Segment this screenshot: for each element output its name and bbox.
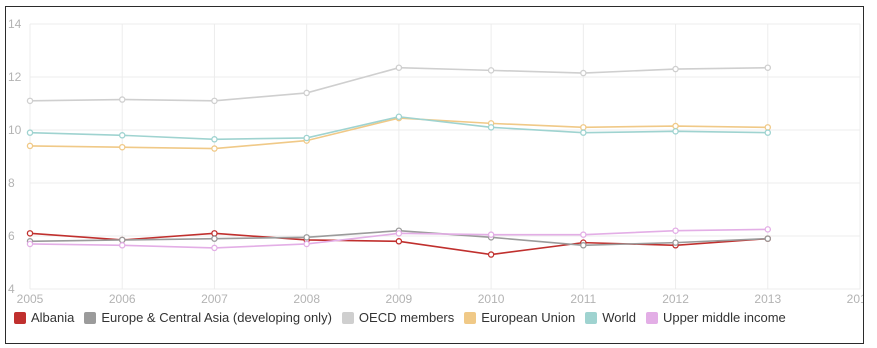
data-point[interactable] xyxy=(580,242,587,249)
y-tick-label: 8 xyxy=(8,176,15,190)
data-point[interactable] xyxy=(395,113,403,121)
data-point[interactable] xyxy=(26,142,34,150)
data-point[interactable] xyxy=(118,132,126,139)
y-tick-label: 10 xyxy=(8,123,22,137)
data-point[interactable] xyxy=(764,226,772,233)
data-point[interactable] xyxy=(672,128,679,135)
legend-swatch xyxy=(341,312,354,324)
x-tick-label: 2007 xyxy=(201,292,228,306)
data-point[interactable] xyxy=(211,235,218,242)
data-point[interactable] xyxy=(487,67,495,74)
data-point[interactable] xyxy=(303,134,310,142)
data-point[interactable] xyxy=(764,64,772,71)
data-point[interactable] xyxy=(26,230,34,237)
legend-swatch xyxy=(464,312,477,324)
data-point[interactable] xyxy=(764,129,772,136)
data-point[interactable] xyxy=(764,235,772,242)
x-tick-label: 2006 xyxy=(109,292,136,306)
legend-swatch xyxy=(14,312,26,324)
legend-item[interactable]: Upper middle income xyxy=(645,310,786,326)
y-tick-label: 6 xyxy=(8,229,15,243)
data-point[interactable] xyxy=(580,124,587,131)
data-point[interactable] xyxy=(672,122,679,130)
data-point[interactable] xyxy=(487,251,495,258)
data-point[interactable] xyxy=(211,244,218,252)
chart-frame: 4 6 8 10 12 14 2005 2006 2007 2008 2009 2010 2011 201… xyxy=(5,6,864,344)
legend-swatch xyxy=(84,312,97,324)
legend-item[interactable]: Albania xyxy=(14,310,74,326)
data-point[interactable] xyxy=(395,230,403,237)
data-point[interactable] xyxy=(580,231,587,238)
data-point[interactable] xyxy=(118,96,126,103)
data-point[interactable] xyxy=(118,242,126,249)
x-tick-label: 2013 xyxy=(754,292,781,306)
y-tick-label: 4 xyxy=(8,282,15,296)
data-point[interactable] xyxy=(580,69,587,77)
data-point[interactable] xyxy=(672,65,679,73)
data-point[interactable] xyxy=(580,129,587,136)
data-point[interactable] xyxy=(118,143,126,151)
x-tick-label: 2010 xyxy=(478,292,505,306)
data-point[interactable] xyxy=(26,129,34,136)
data-point[interactable] xyxy=(303,234,310,241)
legend-label: World xyxy=(602,310,636,325)
legend-item[interactable]: Europe & Central Asia (developing only) xyxy=(84,310,332,326)
y-tick-label: 14 xyxy=(8,17,22,31)
data-point[interactable] xyxy=(487,231,495,238)
x-tick-label: 2012 xyxy=(662,292,689,306)
data-point[interactable] xyxy=(118,236,126,244)
line-chart: 4 6 8 10 12 14 2005 2006 2007 2008 2009 2010 2011 201… xyxy=(8,17,863,306)
x-tick-label: 2011 xyxy=(570,292,596,306)
legend: Albania Europe & Central Asia (developing… xyxy=(14,310,864,328)
legend-item[interactable]: OECD members xyxy=(341,310,455,326)
data-point[interactable] xyxy=(672,239,679,246)
x-tick-label: 2005 xyxy=(17,292,44,306)
legend-label: Europe & Central Asia (developing only) xyxy=(101,310,332,325)
data-point[interactable] xyxy=(26,97,34,105)
data-point[interactable] xyxy=(395,238,403,245)
y-tick-label: 12 xyxy=(8,70,22,84)
data-point[interactable] xyxy=(764,124,772,131)
data-point[interactable] xyxy=(303,89,310,97)
legend-label: OECD members xyxy=(358,310,455,325)
data-point[interactable] xyxy=(26,240,34,248)
legend-label: European Union xyxy=(481,310,576,325)
x-tick-label: 2008 xyxy=(293,292,320,306)
legend-label: Upper middle income xyxy=(662,310,786,325)
data-point[interactable] xyxy=(211,230,218,237)
legend-item[interactable]: World xyxy=(585,310,636,326)
legend-item[interactable]: European Union xyxy=(464,310,575,326)
data-point[interactable] xyxy=(211,97,218,105)
data-point[interactable] xyxy=(672,227,679,234)
legend-label: Albania xyxy=(31,310,75,325)
data-point[interactable] xyxy=(395,64,403,71)
data-point[interactable] xyxy=(211,145,218,152)
data-point[interactable] xyxy=(211,136,218,143)
legend-swatch xyxy=(645,312,658,324)
x-tick-label: 2009 xyxy=(386,292,413,306)
x-tick-label: 2014 xyxy=(847,292,863,306)
legend-swatch xyxy=(585,312,598,324)
data-point[interactable] xyxy=(487,124,495,131)
data-point[interactable] xyxy=(303,240,310,248)
